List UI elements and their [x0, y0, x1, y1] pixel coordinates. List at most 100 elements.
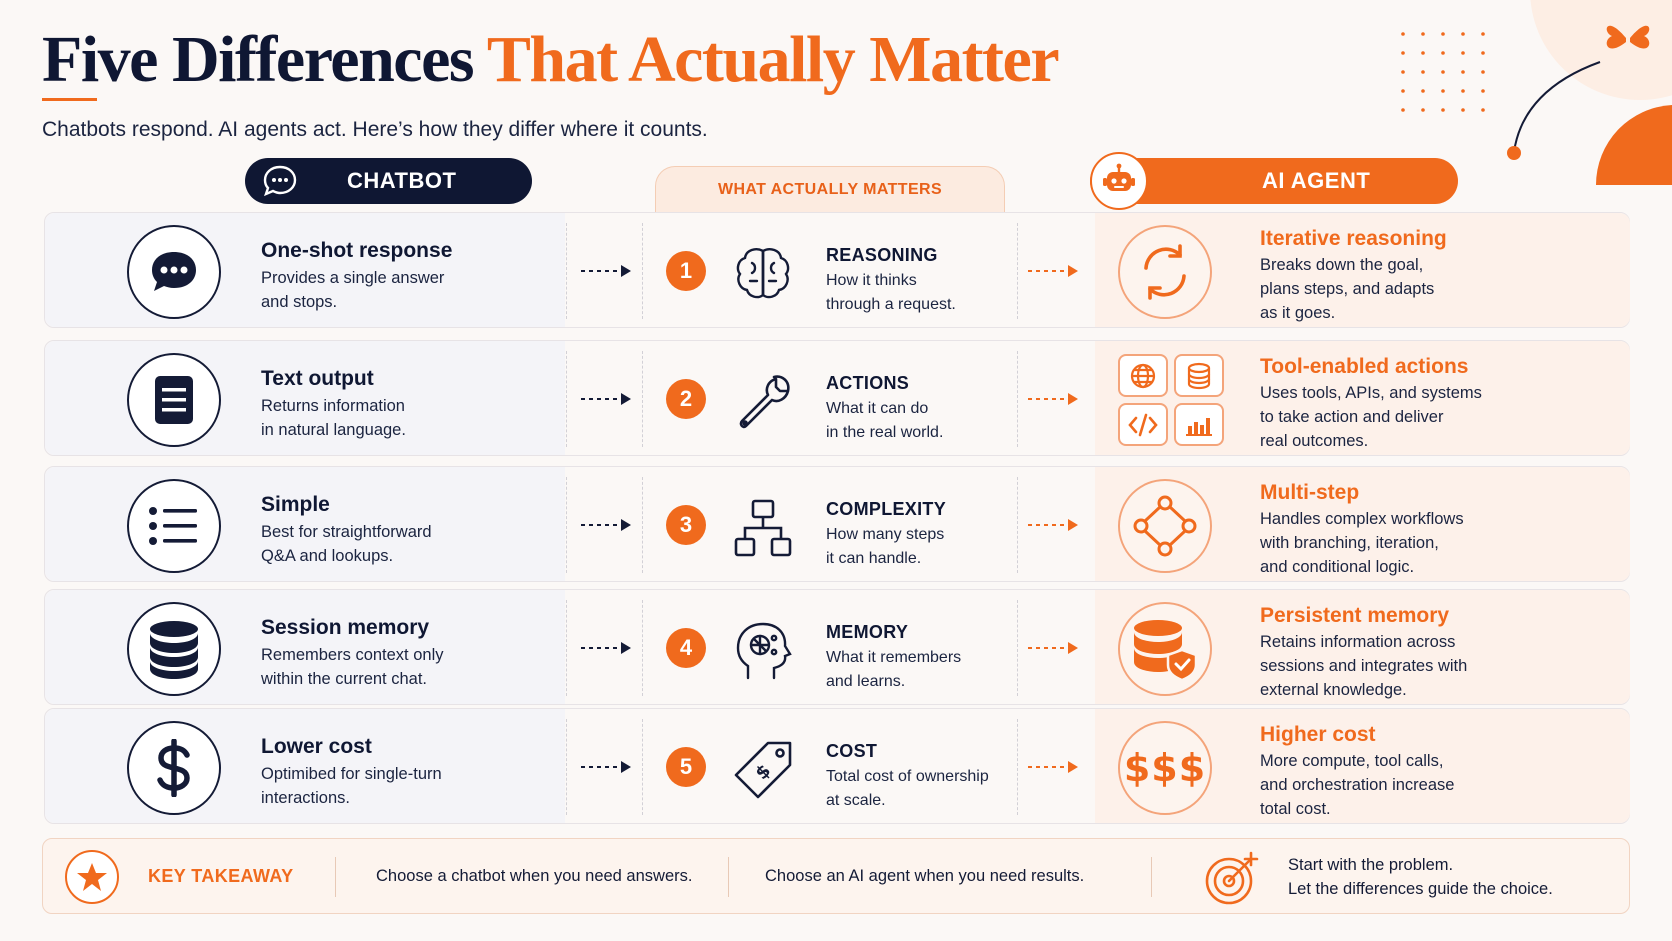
dimension-desc: How it thinks through a request. — [826, 272, 956, 313]
arrow-right-icon — [1028, 265, 1078, 277]
head-memory-icon — [736, 622, 792, 680]
arrow-right-icon — [1028, 642, 1078, 654]
agent-trait-desc: More compute, tool calls, and orchestrat… — [1260, 752, 1455, 818]
database-shield-icon — [1118, 602, 1212, 696]
dimension-text: ACTIONS What it can do in the real world… — [826, 373, 943, 445]
arrow-right-icon — [581, 265, 631, 277]
agent-trait-desc: Breaks down the goal, plans steps, and a… — [1260, 256, 1435, 322]
triple-dollar-icon: $$$ — [1118, 721, 1212, 815]
chatbot-trait-desc: Best for straightforward Q&A and lookups… — [261, 523, 432, 565]
page-title: Five Differences That Actually Matter — [42, 22, 1060, 98]
triple-dollar-text: $$$ — [1123, 746, 1207, 790]
butterfly-logo-icon — [1606, 25, 1650, 49]
row-number-badge: 3 — [666, 505, 706, 545]
chatbot-trait-title: Text output — [261, 367, 374, 390]
row-number-badge: 2 — [666, 379, 706, 419]
globe-icon — [1118, 354, 1168, 397]
chatbot-column-header: CHATBOT — [245, 158, 532, 204]
database-icon — [1174, 354, 1224, 397]
chatbot-trait-desc: Optimibed for single-turn interactions. — [261, 765, 442, 807]
tools-grid — [1118, 354, 1226, 446]
dimension-desc: What it can do in the real world. — [826, 400, 944, 441]
database-icon — [127, 602, 221, 696]
row-number-badge: 5 — [666, 747, 706, 787]
chatbot-trait-title: One-shot response — [261, 239, 453, 262]
chatbot-trait: Session memory Remembers context only wi… — [261, 616, 444, 691]
dimension-title: COST — [826, 741, 878, 761]
title-underline — [42, 98, 97, 101]
agent-label: AI AGENT — [1262, 168, 1371, 193]
target-icon — [1205, 851, 1259, 905]
dollar-icon — [127, 721, 221, 815]
workflow-icon — [1118, 479, 1212, 573]
agent-column-header: AI AGENT — [1090, 152, 1458, 210]
agent-trait: Tool-enabled actions Uses tools, APIs, a… — [1260, 355, 1482, 453]
comparison-row-memory: Session memory Remembers context only wi… — [44, 589, 1630, 705]
dimension-desc: What it remembers and learns. — [826, 649, 962, 690]
robot-icon — [1090, 152, 1148, 210]
closing-advice: Start with the problem. Let the differen… — [1288, 856, 1553, 898]
chatbot-trait: One-shot response Provides a single answ… — [261, 239, 452, 314]
chatbot-trait-desc: Remembers context only within the curren… — [261, 646, 444, 688]
agent-trait: Higher cost More compute, tool calls, an… — [1260, 723, 1454, 821]
agent-trait-title: Multi-step — [1260, 481, 1360, 504]
document-icon — [127, 353, 221, 447]
code-icon — [1118, 403, 1168, 446]
agent-trait-desc: Retains information across sessions and … — [1260, 633, 1468, 699]
dimension-desc: Total cost of ownership at scale. — [826, 768, 989, 809]
comparison-row-actions: Text output Returns information in natur… — [44, 340, 1630, 456]
chatbot-trait: Simple Best for straightforward Q&A and … — [261, 493, 432, 568]
arrow-right-icon — [581, 519, 631, 531]
agent-trait-desc: Uses tools, APIs, and systems to take ac… — [1260, 384, 1482, 450]
price-tag-icon: $ — [734, 741, 792, 799]
dimension-title: COMPLEXITY — [826, 499, 947, 519]
chatbot-trait: Text output Returns information in natur… — [261, 367, 406, 442]
dimension-text: COMPLEXITY How many steps it can handle. — [826, 499, 946, 571]
refresh-cycle-icon — [1118, 225, 1212, 319]
chatbot-takeaway: Choose a chatbot when you need answers. — [376, 867, 693, 885]
agent-trait: Multi-step Handles complex workflows wit… — [1260, 481, 1464, 579]
dot-grid-decoration — [1401, 32, 1485, 112]
row-number-badge: 4 — [666, 628, 706, 668]
key-takeaway-banner: KEY TAKEAWAY Choose a chatbot when you n… — [42, 838, 1630, 914]
chat-bubble-icon — [127, 225, 221, 319]
wrench-icon — [739, 375, 790, 429]
agent-trait-title: Higher cost — [1260, 723, 1376, 746]
chatbot-trait: Lower cost Optimibed for single-turn int… — [261, 735, 442, 810]
arrow-right-icon — [581, 642, 631, 654]
agent-trait: Persistent memory Retains information ac… — [1260, 604, 1467, 702]
chatbot-trait-desc: Returns information in natural language. — [261, 397, 406, 439]
agent-trait-desc: Handles complex workflows with branching… — [1260, 510, 1464, 576]
dimension-text: REASONING How it thinks through a reques… — [826, 245, 956, 317]
middle-column-header: WHAT ACTUALLY MATTERS — [655, 166, 1005, 212]
brain-icon — [736, 248, 790, 299]
arrow-right-icon — [1028, 519, 1078, 531]
chat-bubble-icon — [257, 158, 303, 204]
title-accent: That Actually Matter — [486, 23, 1060, 96]
chatbot-label: CHATBOT — [347, 168, 457, 193]
svg-text:$: $ — [751, 760, 775, 784]
comparison-row-complexity: Simple Best for straightforward Q&A and … — [44, 466, 1630, 582]
comparison-row-reasoning: One-shot response Provides a single answ… — [44, 212, 1630, 328]
row-number-badge: 1 — [666, 251, 706, 291]
list-icon — [127, 479, 221, 573]
title-main: Five Differences — [42, 23, 475, 96]
bar-chart-icon — [1174, 403, 1224, 446]
chatbot-trait-title: Lower cost — [261, 735, 372, 758]
dimension-title: ACTIONS — [826, 373, 910, 393]
corner-decoration — [1507, 0, 1672, 185]
arrow-right-icon — [581, 761, 631, 773]
dimension-text: COST Total cost of ownership at scale. — [826, 741, 989, 813]
agent-takeaway: Choose an AI agent when you need results… — [765, 867, 1085, 885]
agent-trait-title: Tool-enabled actions — [1260, 355, 1469, 378]
hierarchy-icon — [734, 499, 792, 557]
agent-trait: Iterative reasoning Breaks down the goal… — [1260, 227, 1447, 325]
chatbot-trait-title: Simple — [261, 493, 330, 516]
chatbot-trait-desc: Provides a single answer and stops. — [261, 269, 445, 311]
dimension-text: MEMORY What it remembers and learns. — [826, 622, 961, 694]
arrow-right-icon — [1028, 761, 1078, 773]
dimension-title: REASONING — [826, 245, 938, 265]
dimension-title: MEMORY — [826, 622, 909, 642]
subtitle: Chatbots respond. AI agents act. Here’s … — [42, 118, 708, 141]
agent-trait-title: Persistent memory — [1260, 604, 1450, 627]
